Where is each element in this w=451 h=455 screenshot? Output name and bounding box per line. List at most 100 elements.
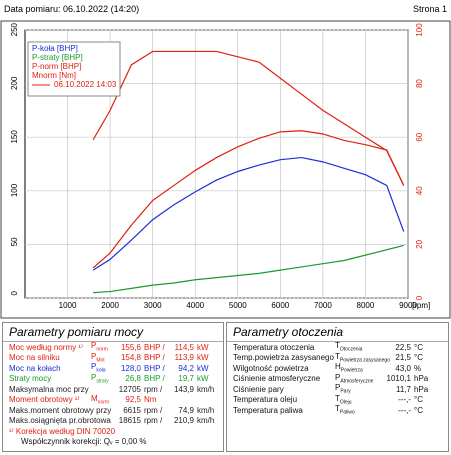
sub: koła [96,368,106,375]
row: Temp.powietrza zasysanego TPowietrza zasy… [227,352,448,364]
cell: 128,0 [120,363,141,373]
cell: 12705 [118,384,141,394]
cell: Maks.moment obrotowy przy [9,405,112,415]
symbol: TOtoczenia [335,341,385,353]
row: Temperatura otoczenia TOtoczenia 22,5 °C [227,341,448,353]
symbol: Pstraty [91,373,113,385]
cell: hPa [414,374,429,384]
cell: Maks.osiągnięta pr.obrotowa [9,416,111,426]
row: Wilgotność powietrza HPowietrza 43,0% [227,362,448,374]
ambient-panel: Parametry otoczenia Temperatura otoczenia… [226,322,449,452]
sym: P [91,372,97,382]
symbol: TPowietrza zasysanego [335,352,390,364]
chart: 1000 2000 3000 4000 5000 6000 7000 8000 9000[rpm… [0,20,451,319]
cell: 26,8 [125,374,141,384]
sub: Pary [340,389,351,396]
sub: Oleju [339,399,352,406]
legend-run: 06.10.2022 14:03 [54,80,117,89]
row: Temperatura paliwa TPaliwo ---,- °C [227,404,448,416]
symbol: Mnorm [91,394,113,406]
legend-entry: P-straty [BHP] [32,53,83,62]
cell: Moment obrotowy ¹⁾ [9,395,80,405]
cell: Nm [144,395,157,405]
panel-title: Parametry otoczenia [227,323,448,342]
x-tick-label: 2000 [101,301,119,310]
cell: BHP / [144,374,165,384]
cell: 11,7 [396,384,411,394]
cell: kW [197,342,209,352]
row: Moment obrotowy ¹⁾ Mnorm 92,5 Nm [3,394,223,406]
cell: 43,0 [395,363,411,373]
sub: Powietrza zasysanego [339,357,390,364]
sub: Mot [96,357,105,364]
cell: kW [197,374,209,384]
y-tick-label: 0 [10,290,19,295]
cell: 143,9 [173,384,194,394]
cell: Ciśnienie pary [233,384,284,394]
cell: rpm / [144,384,163,394]
symbol: TPaliwo [335,404,385,416]
cell: ---,- [398,395,411,405]
y2-tick-label: 40 [415,186,424,195]
sub: Atmosferyczne [340,378,374,385]
y2-tick-label: 0 [415,295,424,300]
y-tick-label: 50 [10,237,19,246]
symbol: PMot [91,352,113,364]
sym: P [91,351,97,361]
sub: Powietrza [340,368,363,375]
row: Maks.moment obrotowy przy 6615 rpm / 74,9 km… [3,405,223,416]
symbol: PAtmosferyczne [335,373,385,385]
y2-tick-label: 80 [415,79,424,88]
cell: °C [414,342,423,352]
cell: °C [414,405,423,415]
legend-entry: Mnorm [Nm] [32,71,76,80]
factor: Współczynnik korekcji: Qᵥ = 0,00 % [21,437,147,447]
cell: Temperatura otoczenia [233,342,315,352]
cell: 113,9 [174,353,194,363]
cell: Maksymalna moc przy [9,384,89,394]
panel-title: Parametry pomiaru mocy [3,323,223,342]
y2-tick-label: 60 [415,132,424,141]
sub: straty [96,378,109,385]
series-line [93,244,404,294]
cell: 6615 [123,405,141,415]
legend-box [27,41,121,97]
y-tick-label: 250 [10,22,19,36]
date: Data pomiaru: 06.10.2022 (14:20) [4,4,140,14]
power-panel: Parametry pomiaru mocy Moc według normy ¹… [2,322,224,452]
x-tick-label: 4000 [186,301,204,310]
y-tick-label: 200 [10,76,19,90]
cell: kW [197,353,209,363]
page-number: Strona 1 [412,4,447,14]
cell: BHP / [144,342,165,352]
note: ¹⁾ Korekcja według DIN 70020 [9,426,116,436]
cell: 1010,1 [386,374,411,384]
sub: Otoczenia [339,347,363,354]
x-tick-label: 8000 [357,301,375,310]
row: Maksymalna moc przy 12705 rpm / 143,9 km/h [3,384,223,395]
sym: P [335,383,341,393]
legend-entry: P-norm [BHP] [32,62,81,71]
cell: 154,8 [120,353,141,363]
cell: Straty mocy [9,374,52,384]
sym: H [335,362,341,372]
sym: P [91,362,97,372]
cell: Temperatura oleju [233,395,298,405]
cell: ---,- [398,405,411,415]
cell: hPa [414,384,429,394]
row: Moc według normy ¹⁾ Pnorm 155,6 BHP / 114,5 k… [3,341,223,353]
cell: 210,9 [173,416,194,426]
cell: BHP / [144,363,165,373]
row: Ciśnienie pary PPary 11,7 hPa [227,383,448,396]
symbol: HPowietrza [335,362,385,374]
cell: 22,5 [395,342,411,352]
cell: km/h [197,384,215,394]
row: Straty mocy Pstraty 26,8 BHP / 19,7 kW [3,373,223,385]
x-tick-label: 3000 [144,301,162,310]
cell: 92,5 [125,395,141,405]
x-tick-label: 7000 [314,301,332,310]
x-tick-label: 9000 [399,301,417,310]
series-line [92,50,405,186]
cell: rpm / [144,416,163,426]
cell: km/h [197,405,215,415]
